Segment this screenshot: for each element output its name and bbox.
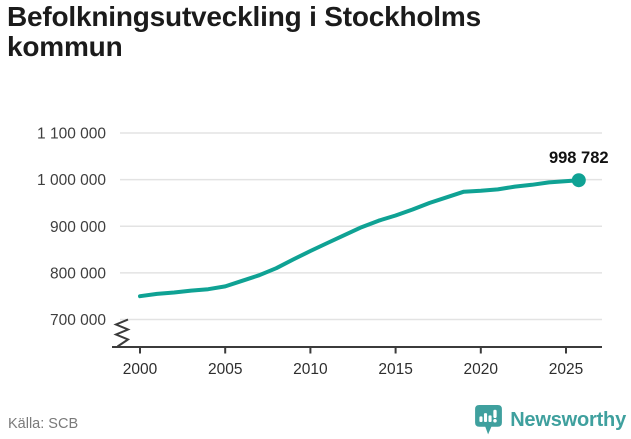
last-point-marker xyxy=(571,173,586,188)
x-tick-label: 2005 xyxy=(208,361,242,378)
y-tick-label: 900 000 xyxy=(50,219,106,236)
x-tick-label: 2000 xyxy=(123,361,158,378)
x-tick-label: 2015 xyxy=(378,361,412,378)
newsworthy-brand-name: Newsworthy xyxy=(510,409,626,431)
newsworthy-brand[interactable]: Newsworthy xyxy=(474,404,626,437)
x-tick-label: 2020 xyxy=(464,361,499,378)
population-line xyxy=(138,178,581,299)
y-tick-label: 800 000 xyxy=(50,265,106,282)
y-tick-label: 700 000 xyxy=(50,312,106,329)
x-tick-label: 2025 xyxy=(549,361,583,378)
y-axis-break-icon xyxy=(113,318,131,348)
newsworthy-logo-icon xyxy=(475,405,503,435)
y-tick-label: 1 000 000 xyxy=(37,172,106,189)
chart-title: Befolkningsutveckling i Stockholms kommu… xyxy=(7,1,481,62)
source-label: Källa: SCB xyxy=(8,416,79,432)
last-value-label: 998 782 xyxy=(549,149,609,167)
x-tick-label: 2010 xyxy=(293,361,328,378)
y-tick-label: 1 100 000 xyxy=(37,126,106,143)
